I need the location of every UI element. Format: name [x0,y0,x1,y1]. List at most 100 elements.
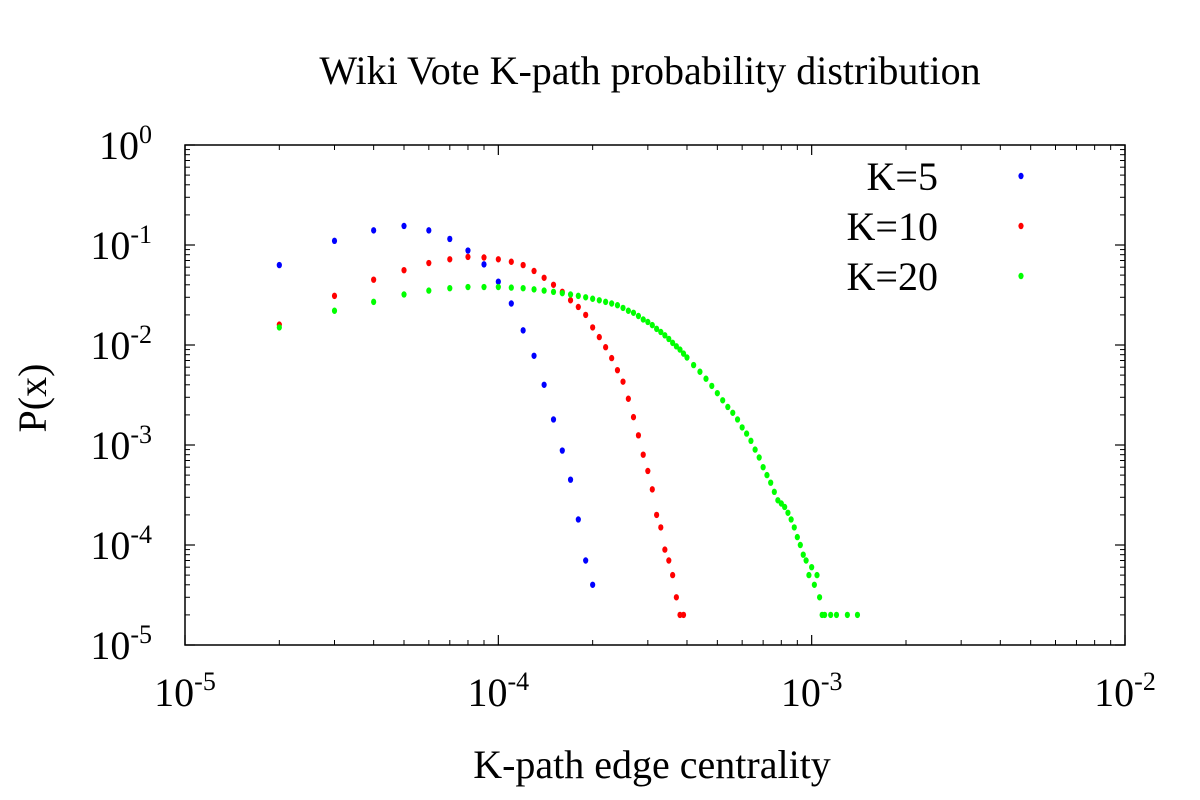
data-point [609,300,615,307]
data-point [531,352,537,359]
y-tick-label: 10-2 [90,320,152,368]
data-point [614,302,621,309]
data-point [465,253,471,261]
data-point [645,467,651,475]
data-point [673,594,679,601]
data-point [662,332,668,339]
data-point [520,284,526,292]
plot-frame [184,144,1126,646]
data-point [603,344,609,351]
data-point [575,516,581,523]
data-point [697,368,703,375]
x-tick-label: 10-4 [467,667,529,715]
data-point [666,335,672,343]
data-point [481,254,487,261]
data-point [803,557,809,564]
legend-label: K=10 [847,204,938,249]
data-point [401,222,407,230]
data-point [508,284,514,291]
data-point [541,287,547,294]
data-point [720,397,726,404]
data-point [854,611,861,619]
data-point [680,611,687,619]
data-point [791,524,797,531]
y-axis: 10-5 10-4 10-3 10-2 10-1 100 [90,120,1125,668]
data-point [481,283,487,291]
data-point [630,309,637,316]
data-point [590,324,596,331]
data-point [447,284,453,292]
data-point [725,403,731,411]
data-point [541,381,547,388]
data-point [583,557,589,564]
data-point [531,267,537,275]
data-point [691,361,697,369]
data-point [822,611,828,619]
data-point [465,283,471,291]
data-point [714,389,720,397]
data-point [640,451,646,458]
series-1 [276,222,596,588]
data-point [649,321,655,329]
data-point [703,375,709,382]
data-point [401,291,407,298]
legend-label: K=20 [847,254,938,299]
data-point [531,286,537,293]
data-point [635,432,642,439]
data-point [401,266,407,274]
data-point [520,261,526,269]
data-point [583,311,589,319]
data-point [567,476,574,483]
y-axis-label: P(x) [10,364,55,433]
data-point [748,437,754,445]
data-point [677,346,683,353]
x-tick-label: 10-3 [781,667,843,715]
data-point [495,256,501,263]
data-point [371,227,377,234]
data-point [625,395,631,402]
data-point [666,557,672,564]
legend-marker [1018,172,1024,180]
legend: K=5 K=10 K=20 [847,154,1024,299]
x-axis-label: K-path edge centrality [473,742,831,787]
data-point [756,454,762,461]
data-point [331,237,338,245]
data-point [541,274,547,281]
data-point [596,297,602,304]
data-point [331,292,338,300]
data-point [811,581,817,588]
legend-marker [1018,272,1024,280]
data-point [760,463,766,471]
data-point [739,424,745,431]
data-point [550,288,557,296]
data-point [575,303,581,311]
data-point [794,533,800,541]
data-point [649,486,655,493]
data-point [495,278,501,285]
data-point [371,276,377,283]
y-tick-label: 100 [99,120,152,168]
data-point [809,563,815,571]
data-point [782,503,788,511]
data-point [625,307,631,314]
data-point [620,304,626,312]
data-point [816,594,823,601]
data-point [508,258,514,265]
data-point [276,261,282,269]
data-point [764,471,770,479]
data-point [797,541,803,549]
data-point [800,551,806,558]
data-point [670,339,676,347]
data-point [828,611,834,619]
data-point [550,416,557,423]
data-point [609,354,615,362]
data-point [559,289,565,297]
data-point [426,287,432,294]
data-point [654,511,660,519]
data-point [596,333,602,341]
data-point [730,409,736,416]
data-point [670,571,676,579]
data-point [520,327,526,334]
data-point [590,581,596,588]
